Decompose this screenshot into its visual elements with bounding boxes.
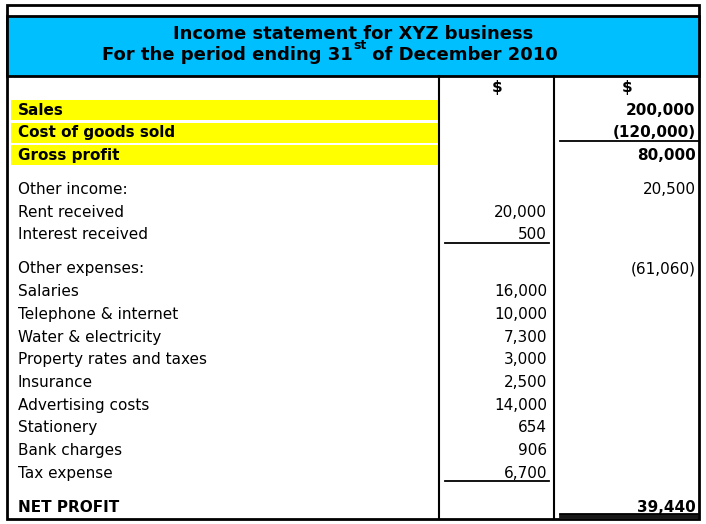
Text: NET PROFIT: NET PROFIT (18, 500, 119, 515)
Bar (11, 100, 439, 120)
Text: 20,000: 20,000 (494, 205, 547, 220)
Text: Advertising costs: Advertising costs (18, 398, 149, 413)
Text: 3,000: 3,000 (503, 352, 547, 367)
Text: 2,500: 2,500 (504, 375, 547, 390)
Text: 654: 654 (518, 420, 547, 435)
Text: 200,000: 200,000 (626, 103, 695, 117)
Text: (61,060): (61,060) (630, 261, 695, 277)
Text: 80,000: 80,000 (637, 148, 695, 163)
Text: Rent received: Rent received (18, 205, 124, 220)
Bar (11, 123, 439, 143)
Text: Salaries: Salaries (18, 284, 78, 299)
Text: Water & electricity: Water & electricity (18, 330, 161, 345)
Text: $: $ (491, 80, 502, 95)
Text: $: $ (621, 80, 632, 95)
Text: Gross profit: Gross profit (18, 148, 119, 163)
Text: (120,000): (120,000) (612, 125, 695, 140)
Text: 10,000: 10,000 (494, 307, 547, 322)
Text: Other income:: Other income: (18, 182, 127, 197)
Text: 7,300: 7,300 (503, 330, 547, 345)
Text: Telephone & internet: Telephone & internet (18, 307, 178, 322)
Text: 20,500: 20,500 (642, 182, 695, 197)
Text: Insurance: Insurance (18, 375, 92, 390)
Text: 906: 906 (518, 443, 547, 458)
Text: Cost of goods sold: Cost of goods sold (18, 125, 175, 140)
Text: Interest received: Interest received (18, 227, 148, 243)
Text: Income statement for XYZ business: Income statement for XYZ business (173, 25, 533, 43)
Text: 39,440: 39,440 (637, 500, 695, 515)
Text: For the period ending 31st of December 2010: For the period ending 31st of December 2… (122, 51, 584, 69)
Text: Other expenses:: Other expenses: (18, 261, 144, 277)
Text: 14,000: 14,000 (494, 398, 547, 413)
Text: Property rates and taxes: Property rates and taxes (18, 352, 207, 367)
Bar (7, 16, 699, 76)
Text: 500: 500 (518, 227, 547, 243)
Text: Stationery: Stationery (18, 420, 97, 435)
Text: Sales: Sales (18, 103, 64, 117)
Text: of December 2010: of December 2010 (366, 46, 558, 64)
Text: For the period ending 31: For the period ending 31 (102, 46, 353, 64)
Bar (11, 146, 439, 166)
Text: 16,000: 16,000 (494, 284, 547, 299)
Text: Bank charges: Bank charges (18, 443, 121, 458)
Text: Tax expense: Tax expense (18, 466, 112, 481)
Text: st: st (354, 39, 367, 52)
Text: 6,700: 6,700 (503, 466, 547, 481)
